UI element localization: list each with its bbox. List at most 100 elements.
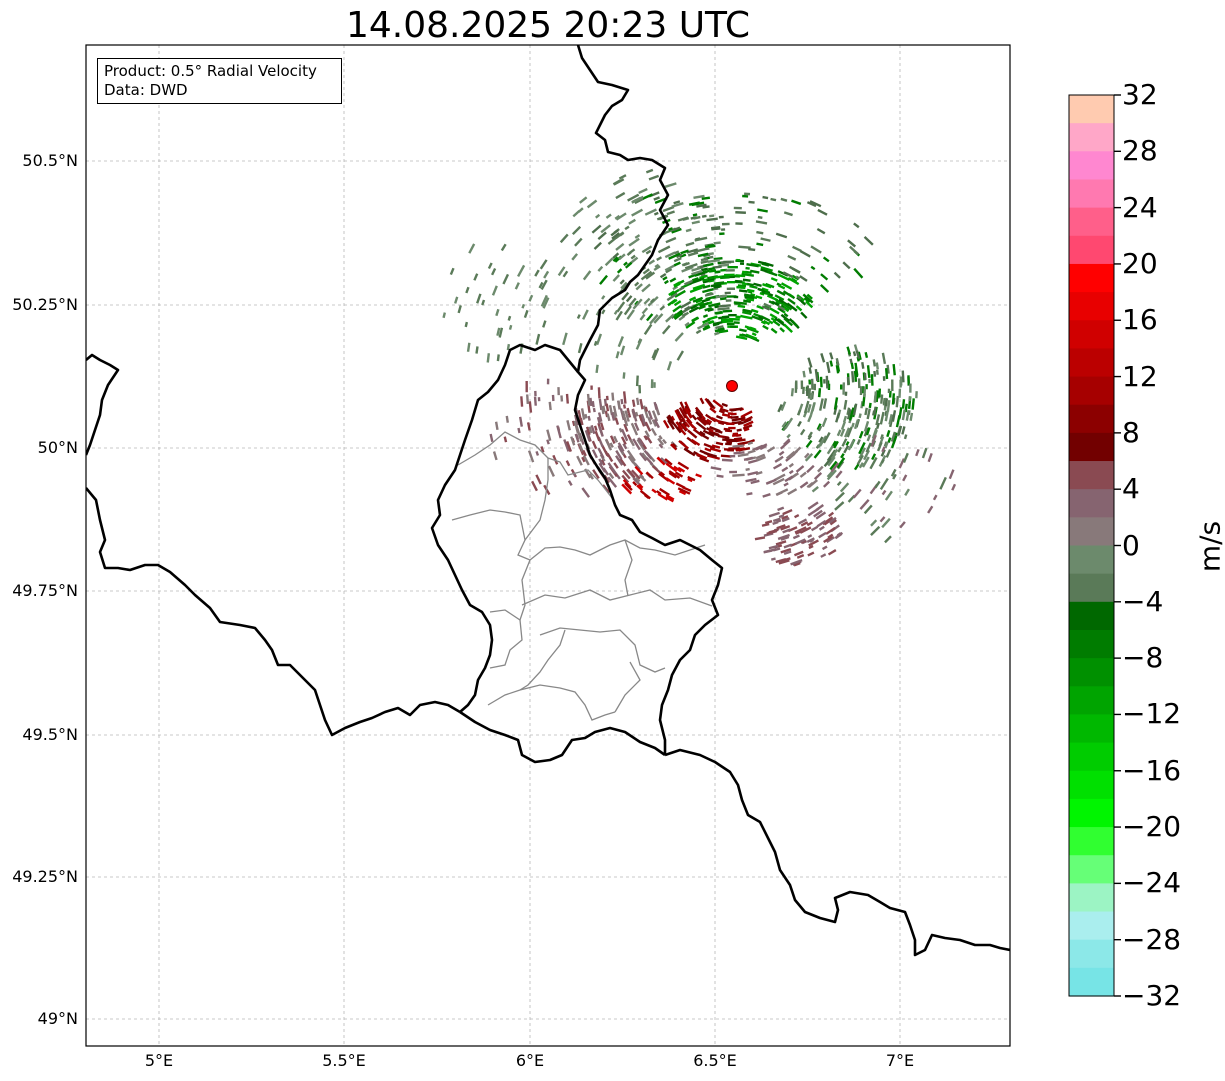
echo-gate [624,410,630,422]
echo-gate [733,451,745,455]
echo-gate [575,425,580,432]
echo-gate [714,305,720,309]
echo-gate [590,385,593,390]
echo-gate [498,327,504,338]
echo-gate [684,401,692,413]
echo-gate [623,423,629,433]
echo-gate [680,249,689,255]
echo-gate [653,401,658,410]
echo-gate [842,382,846,395]
echo-gate [628,297,637,307]
echo-gate [853,463,860,471]
echo-gate [716,329,729,334]
echo-gate [644,430,650,438]
echo-gate [764,291,770,296]
echo-gate [466,342,471,352]
echo-gate [846,426,853,438]
echo-gate [818,525,825,531]
echo-gate [921,447,928,459]
echo-gate [657,492,669,501]
echo-gate [721,458,733,462]
echo-gate [623,305,632,316]
echo-gate [528,294,534,302]
echo-gate [792,534,800,540]
echo-gate [593,425,598,431]
echo-gate [593,340,598,346]
echo-gate [665,496,674,503]
echo-gate [736,285,746,290]
echo-gate [570,436,576,446]
gridlines [86,45,1010,1046]
echo-gate [502,273,510,285]
echo-gate [621,483,633,495]
echo-gate [768,320,774,325]
echo-gate [579,417,584,426]
colorbar-tick-label: −4 [1122,584,1164,618]
echo-gate [597,231,607,241]
echo-gate [879,477,889,491]
echo-gate [836,480,842,487]
echo-gate [705,295,716,301]
echo-gate [699,301,709,308]
echo-gate [737,441,749,446]
echo-gate [749,326,756,331]
echo-gate [615,212,627,221]
echo-gate [626,468,636,479]
echo-gate [696,322,710,330]
echo-gate [582,454,590,466]
echo-gate [577,207,584,213]
echo-gate [632,298,643,310]
echo-gate [674,332,684,342]
echo-gate [673,312,684,321]
echo-gate [543,270,550,279]
echo-gate [613,309,619,315]
echo-gate [489,433,494,442]
echo-gate [495,308,500,317]
echo-gate [809,200,822,208]
echo-gate [826,536,835,544]
echo-gate [664,251,676,259]
echo-gate [800,521,809,527]
echo-gate [708,269,717,273]
echo-gate [635,397,640,406]
echo-gate [755,220,768,225]
echo-gate [653,313,664,324]
echo-gate [806,293,813,300]
echo-gate [517,264,526,278]
echo-gate [689,296,697,302]
echo-gate [537,397,541,402]
echo-gate [859,499,870,510]
echo-gate [719,297,727,301]
echo-gate [591,224,602,234]
colorbar-cell [1069,883,1114,913]
echo-gate [531,480,538,492]
echo-gate [818,531,827,539]
echo-gate [598,426,604,437]
echo-gate [825,526,836,535]
echo-gate [711,444,721,449]
echo-gate [639,452,648,462]
echo-gate [696,203,707,208]
echo-gate [701,267,709,272]
echo-gate [777,457,783,462]
echo-gate [865,442,872,453]
echo-gate [870,519,878,527]
colorbar-tick-label: 24 [1122,190,1158,224]
echo-gate [712,320,723,326]
echo-gate [781,302,793,311]
echo-gate [674,409,681,419]
echo-gate [706,398,715,409]
echo-gate [609,442,614,448]
echo-gate [746,288,755,293]
echo-gate [885,449,892,458]
echo-gate [664,263,676,272]
echo-gate [879,411,885,425]
echo-gate [597,387,601,399]
echo-gate [695,406,703,416]
echo-gate [774,294,785,302]
echo-gate [727,265,738,269]
echo-gate [704,447,712,453]
colorbar-cell [1069,686,1114,716]
echo-gate [874,480,881,489]
echo-gate [641,283,651,293]
